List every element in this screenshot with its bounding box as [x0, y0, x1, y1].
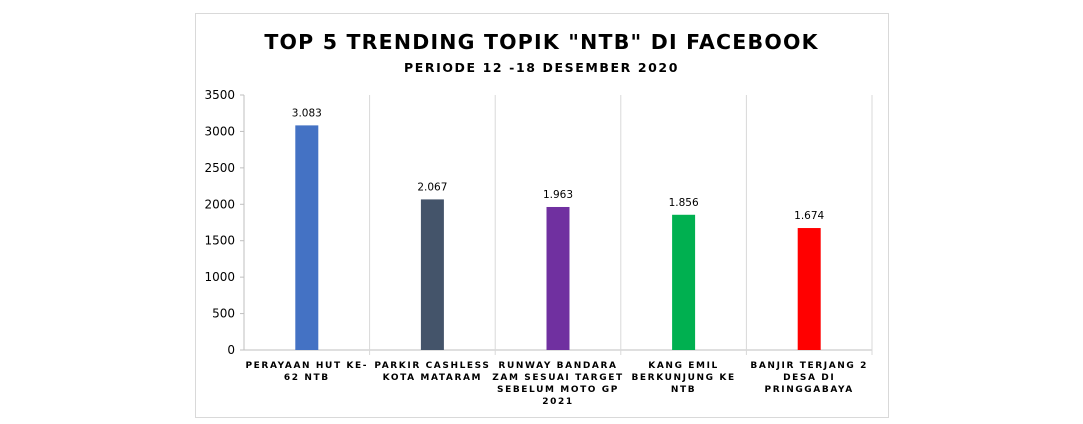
x-tick-label: KANG EMIL	[648, 361, 719, 371]
y-tick-label: 2000	[204, 197, 235, 211]
x-tick-label: ZAM SESUAI TARGET	[492, 373, 623, 383]
x-tick-label: SEBELUM MOTO GP	[497, 385, 619, 395]
bar	[420, 199, 444, 350]
x-tick-label: 62 NTB	[284, 373, 330, 383]
y-tick-label: 0	[227, 343, 235, 357]
bar	[672, 214, 696, 350]
y-tick-label: 2500	[204, 161, 235, 175]
y-tick-label: 500	[212, 307, 235, 321]
y-tick-label: 3000	[204, 124, 235, 138]
bar	[546, 206, 570, 350]
data-label: 1.856	[669, 197, 699, 209]
x-tick-label: RUNWAY BANDARA	[498, 361, 617, 371]
x-tick-label: BERKUNJUNG KE	[631, 373, 735, 383]
bar	[797, 228, 821, 350]
x-tick-label: NTB	[671, 385, 696, 395]
chart-title: TOP 5 TRENDING TOPIK "NTB" DI FACEBOOK	[264, 30, 819, 54]
x-tick-label: BANJIR TERJANG 2	[750, 361, 868, 371]
x-tick-label: KOTA MATARAM	[383, 373, 482, 383]
x-tick-label: PARKIR CASHLESS	[374, 361, 490, 371]
y-tick-label: 1500	[204, 234, 235, 248]
y-tick-label: 3500	[204, 88, 235, 102]
x-tick-label: PRINGGABAYA	[765, 385, 854, 395]
x-tick-label: DESA DI	[783, 373, 835, 383]
data-label: 3.083	[292, 107, 322, 119]
x-tick-label: PERAYAAN HUT KE-	[245, 361, 368, 371]
y-tick-label: 1000	[204, 270, 235, 284]
x-tick-label: 2021	[542, 397, 573, 407]
bar	[295, 125, 319, 350]
data-label: 2.067	[417, 181, 447, 193]
data-label: 1.963	[543, 189, 573, 201]
data-label: 1.674	[794, 210, 824, 222]
chart-subtitle: PERIODE 12 -18 DESEMBER 2020	[403, 60, 680, 75]
